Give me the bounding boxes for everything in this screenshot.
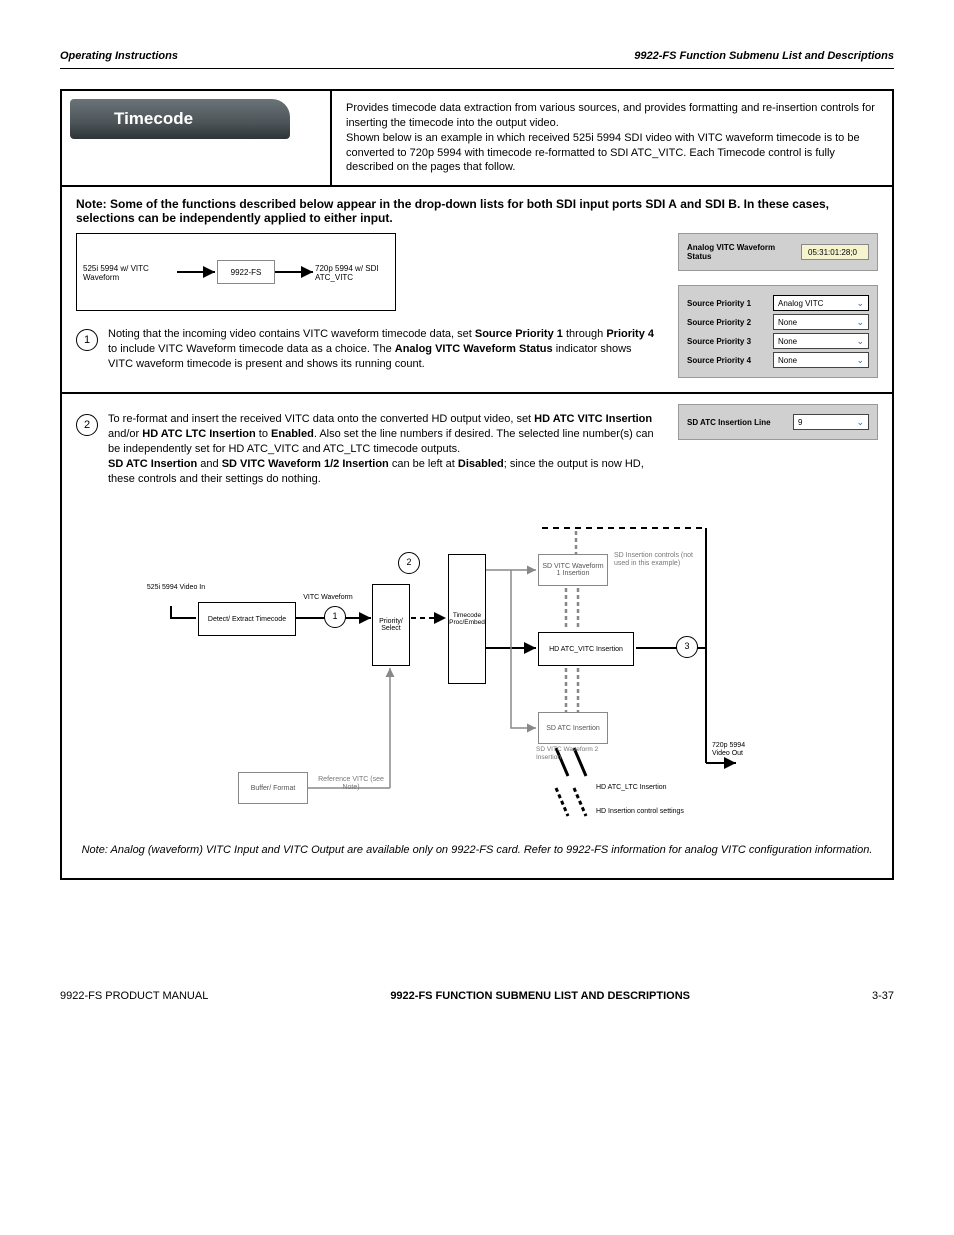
video-in-label: 525i 5994 Video In (146, 584, 206, 592)
step-1-marker: 1 (76, 329, 98, 351)
page-footer: 9922-FS PRODUCT MANUAL 9922-FS FUNCTION … (60, 990, 894, 1002)
sd-vitc1-box: SD VITC Waveform 1 Insertion (538, 554, 608, 586)
priority-1-select[interactable]: Analog VITC⌄ (773, 295, 869, 311)
priority-box: Priority/ Select (372, 584, 410, 666)
priority-3-select[interactable]: None⌄ (773, 333, 869, 349)
chevron-down-icon: ⌄ (856, 417, 864, 428)
mini-box: 9922-FS (217, 260, 275, 284)
priority-4-select[interactable]: None⌄ (773, 352, 869, 368)
anc-status-title: Note: Some of the functions described be… (76, 197, 878, 225)
step-1-text: Noting that the incoming video contains … (108, 327, 654, 372)
sd-atc-panel: SD ATC Insertion Line 9⌄ (678, 404, 878, 440)
section-step2: 2 To re-format and insert the received V… (62, 394, 892, 878)
mini-out: 720p 5994 w/ SDI ATC_VITC (315, 264, 395, 282)
vitc-status-panel: Analog VITC Waveform Status 05:31:01:28;… (678, 233, 878, 271)
section-step1: Note: Some of the functions described be… (62, 187, 892, 394)
step-2-text: To re-format and insert the received VIT… (108, 412, 654, 486)
sd-vitc2-label: SD VITC Waveform 2 Insertion (536, 746, 616, 760)
bottom-note: Note: Analog (waveform) VITC Input and V… (76, 844, 878, 856)
tab-description: Provides timecode data extraction from v… (332, 91, 892, 185)
content-box: Timecode Provides timecode data extracti… (60, 89, 894, 880)
priority-row-4: Source Priority 4 None⌄ (687, 352, 869, 368)
hd-ltc-label: HD ATC_LTC Insertion (596, 784, 686, 792)
tab-label: Timecode (114, 109, 193, 129)
signal-flow-diagram: 525i 5994 Video In Detect/ Extract Timec… (76, 498, 878, 838)
hd-vitc-box: HD ATC_VITC Insertion (538, 632, 634, 666)
sd-atc-label: SD ATC Insertion Line (687, 418, 787, 427)
hd-controls-label: HD Insertion control settings (596, 808, 696, 816)
buffer-box: Buffer/ Format (238, 772, 308, 804)
priority-row-2: Source Priority 2 None⌄ (687, 314, 869, 330)
ref-vitc-label: Reference VITC (see Note) (316, 776, 386, 791)
detect-box: Detect/ Extract Timecode (198, 602, 296, 636)
signal-path-mini-diagram: 525i 5994 w/ VITC Waveform 9922-FS 720p … (76, 233, 396, 311)
sd-atc-select[interactable]: 9⌄ (793, 414, 869, 430)
sd-atc-box: SD ATC Insertion (538, 712, 608, 744)
page-header: Operating Instructions 9922-FS Function … (60, 50, 894, 69)
priority-2-select[interactable]: None⌄ (773, 314, 869, 330)
footer-mid: 9922-FS FUNCTION SUBMENU LIST AND DESCRI… (208, 990, 872, 1002)
timecode-tab: Timecode (70, 99, 290, 139)
footer-left: 9922-FS PRODUCT MANUAL (60, 990, 208, 1002)
chevron-down-icon: ⌄ (856, 336, 864, 347)
row-tab: Timecode Provides timecode data extracti… (62, 91, 892, 187)
vitc-label: VITC Waveform (298, 594, 358, 602)
header-left: Operating Instructions (60, 50, 178, 62)
tab-cell: Timecode (62, 91, 332, 185)
video-out-label: 720p 5994 Video Out (712, 742, 772, 757)
sd-controls-label: SD Insertion controls (not used in this … (614, 552, 704, 567)
priority-row-3: Source Priority 3 None⌄ (687, 333, 869, 349)
chevron-down-icon: ⌄ (856, 317, 864, 328)
status-label: Analog VITC Waveform Status (687, 243, 795, 261)
header-right: 9922-FS Function Submenu List and Descri… (634, 50, 894, 62)
step-2-marker: 2 (76, 414, 98, 436)
status-value: 05:31:01:28;0 (801, 244, 869, 260)
chevron-down-icon: ⌄ (856, 355, 864, 366)
footer-right: 3-37 (872, 990, 894, 1002)
source-priority-panel: Source Priority 1 Analog VITC⌄ Source Pr… (678, 285, 878, 378)
priority-row-1: Source Priority 1 Analog VITC⌄ (687, 295, 869, 311)
proc-box: Timecode Proc/Embed (448, 554, 486, 684)
chevron-down-icon: ⌄ (856, 298, 864, 309)
